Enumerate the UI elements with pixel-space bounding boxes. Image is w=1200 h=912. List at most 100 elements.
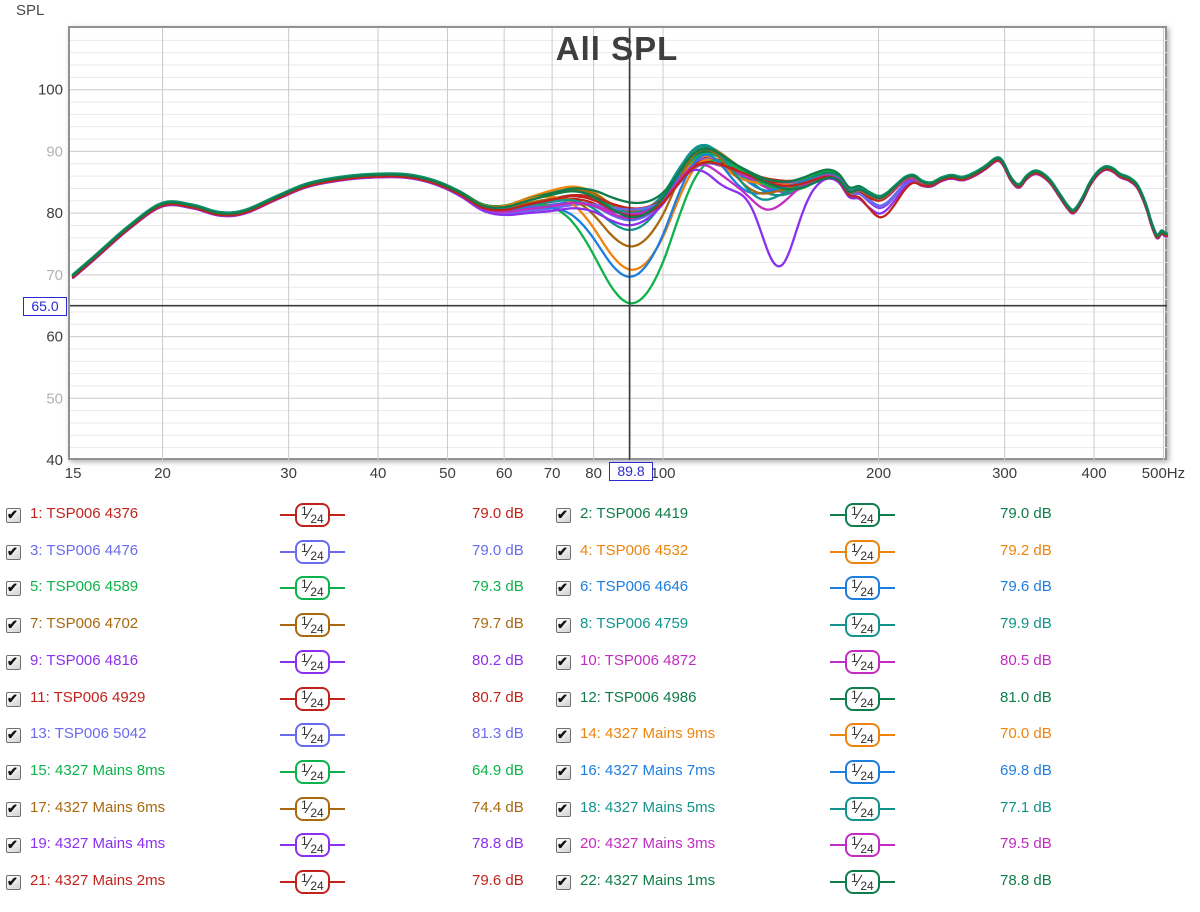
trace-checkbox-13[interactable]: ✔ [6, 727, 21, 744]
checkmark-icon: ✔ [7, 763, 18, 779]
trace-curve-15[interactable] [71, 158, 1168, 305]
trace-level-11: 80.7 dB [472, 688, 524, 706]
x-tick-label: 70 [544, 465, 561, 482]
smoothing-badge-12[interactable]: 1 ⁄ 24 [830, 686, 895, 711]
trace-checkbox-20[interactable]: ✔ [556, 837, 571, 854]
trace-label-13[interactable]: 13: TSP006 5042 [30, 725, 147, 743]
trace-label-1[interactable]: 1: TSP006 4376 [30, 505, 139, 522]
spl-chart[interactable]: SPL 100 90 80 70 60 50 40 15 20 30 40 50 60 70 80 100 20… [0, 0, 1200, 500]
trace-level-21: 79.6 dB [472, 872, 524, 889]
trace-label-3[interactable]: 3: TSP006 4476 [30, 541, 139, 559]
smoothing-badge-2[interactable]: 1 ⁄ 24 [830, 503, 895, 527]
trace-checkbox-18[interactable]: ✔ [556, 801, 571, 817]
cursor-frequency-readout[interactable]: 89.8 [609, 462, 653, 481]
trace-checkbox-5[interactable]: ✔ [6, 580, 21, 597]
smoothing-badge-17[interactable]: 1 ⁄ 24 [280, 796, 345, 821]
trace-label-21[interactable]: 21: 4327 Mains 2ms [30, 872, 166, 889]
y-tick-label: 40 [46, 452, 63, 469]
trace-line-left [280, 734, 295, 737]
y-tick-label: 50 [46, 390, 63, 407]
trace-label-20[interactable]: 20: 4327 Mains 3ms [580, 835, 716, 853]
trace-level-17: 74.4 dB [472, 798, 524, 816]
trace-label-5[interactable]: 5: TSP006 4589 [30, 578, 139, 596]
trace-line-left [280, 514, 295, 516]
trace-label-12[interactable]: 12: TSP006 4986 [580, 688, 697, 706]
smoothing-badge-7[interactable]: 1 ⁄ 24 [280, 613, 345, 638]
trace-checkbox-11[interactable]: ✔ [6, 691, 21, 707]
smoothing-value: 1 ⁄ 24 [845, 870, 880, 894]
trace-label-22[interactable]: 22: 4327 Mains 1ms [580, 872, 716, 889]
trace-checkbox-6[interactable]: ✔ [556, 580, 571, 597]
trace-line-left [280, 807, 295, 810]
smoothing-badge-19[interactable]: 1 ⁄ 24 [280, 833, 345, 858]
trace-level-6: 79.6 dB [1000, 578, 1052, 596]
smoothing-badge-15[interactable]: 1 ⁄ 24 [280, 759, 345, 784]
trace-checkbox-16[interactable]: ✔ [556, 764, 571, 780]
trace-curve-22[interactable] [71, 147, 1168, 277]
smoothing-badge-6[interactable]: 1 ⁄ 24 [830, 576, 895, 601]
trace-checkbox-8[interactable]: ✔ [556, 617, 571, 634]
smoothing-value: 1 ⁄ 24 [845, 686, 880, 711]
trace-label-8[interactable]: 8: TSP006 4759 [580, 615, 689, 633]
trace-line-right [329, 587, 345, 590]
smoothing-value: 1 ⁄ 24 [295, 613, 330, 638]
smoothing-badge-22[interactable]: 1 ⁄ 24 [830, 870, 895, 894]
trace-label-19[interactable]: 19: 4327 Mains 4ms [30, 835, 166, 853]
trace-line-left [830, 514, 845, 516]
smoothing-badge-4[interactable]: 1 ⁄ 24 [830, 539, 895, 564]
trace-label-15[interactable]: 15: 4327 Mains 8ms [30, 761, 166, 779]
trace-line-left [280, 587, 295, 590]
smoothing-badge-10[interactable]: 1 ⁄ 24 [830, 649, 895, 674]
smoothing-value: 1 ⁄ 24 [845, 503, 880, 527]
smoothing-badge-9[interactable]: 1 ⁄ 24 [280, 649, 345, 674]
trace-line-left [280, 697, 295, 700]
x-tick-label: 50 [439, 465, 456, 482]
trace-label-17[interactable]: 17: 4327 Mains 6ms [30, 798, 166, 816]
trace-label-2[interactable]: 2: TSP006 4419 [580, 505, 689, 522]
smoothing-badge-14[interactable]: 1 ⁄ 24 [830, 723, 895, 748]
trace-label-14[interactable]: 14: 4327 Mains 9ms [580, 725, 716, 743]
smoothing-badge-18[interactable]: 1 ⁄ 24 [830, 796, 895, 821]
checkmark-icon: ✔ [557, 837, 568, 853]
smoothing-badge-1[interactable]: 1 ⁄ 24 [280, 503, 345, 527]
smoothing-badge-5[interactable]: 1 ⁄ 24 [280, 576, 345, 601]
smoothing-badge-11[interactable]: 1 ⁄ 24 [280, 686, 345, 711]
trace-checkbox-7[interactable]: ✔ [6, 617, 21, 634]
smoothing-badge-21[interactable]: 1 ⁄ 24 [280, 870, 345, 894]
trace-label-9[interactable]: 9: TSP006 4816 [30, 651, 139, 669]
trace-checkbox-17[interactable]: ✔ [6, 801, 21, 817]
trace-label-11[interactable]: 11: TSP006 4929 [30, 688, 146, 706]
trace-label-10[interactable]: 10: TSP006 4872 [580, 651, 697, 669]
smoothing-badge-13[interactable]: 1 ⁄ 24 [280, 723, 345, 748]
cursor-level-readout[interactable]: 65.0 [23, 297, 67, 316]
smoothing-badge-20[interactable]: 1 ⁄ 24 [830, 833, 895, 858]
smoothing-badge-8[interactable]: 1 ⁄ 24 [830, 613, 895, 638]
checkmark-icon: ✔ [7, 837, 18, 853]
x-tick-label: 40 [370, 465, 387, 482]
trace-checkbox-9[interactable]: ✔ [6, 654, 21, 670]
trace-level-14: 70.0 dB [1000, 725, 1052, 743]
smoothing-value: 1 ⁄ 24 [845, 796, 880, 821]
trace-checkbox-12[interactable]: ✔ [556, 691, 571, 707]
trace-checkbox-1[interactable]: ✔ [6, 507, 21, 523]
trace-checkbox-21[interactable]: ✔ [6, 874, 21, 890]
smoothing-badge-3[interactable]: 1 ⁄ 24 [280, 539, 345, 564]
trace-label-7[interactable]: 7: TSP006 4702 [30, 615, 139, 633]
trace-checkbox-22[interactable]: ✔ [556, 874, 571, 890]
trace-line-left [830, 550, 845, 553]
trace-checkbox-4[interactable]: ✔ [556, 544, 571, 560]
trace-label-16[interactable]: 16: 4327 Mains 7ms [580, 761, 716, 779]
trace-checkbox-2[interactable]: ✔ [556, 507, 571, 523]
trace-line-right [879, 881, 895, 883]
trace-checkbox-19[interactable]: ✔ [6, 837, 21, 854]
trace-checkbox-14[interactable]: ✔ [556, 727, 571, 744]
trace-checkbox-10[interactable]: ✔ [556, 654, 571, 670]
trace-level-16: 69.8 dB [1000, 761, 1052, 779]
smoothing-badge-16[interactable]: 1 ⁄ 24 [830, 759, 895, 784]
trace-label-6[interactable]: 6: TSP006 4646 [580, 578, 689, 596]
trace-checkbox-15[interactable]: ✔ [6, 763, 21, 780]
trace-checkbox-3[interactable]: ✔ [6, 544, 21, 560]
trace-label-18[interactable]: 18: 4327 Mains 5ms [580, 798, 716, 816]
trace-label-4[interactable]: 4: TSP006 4532 [580, 541, 689, 559]
